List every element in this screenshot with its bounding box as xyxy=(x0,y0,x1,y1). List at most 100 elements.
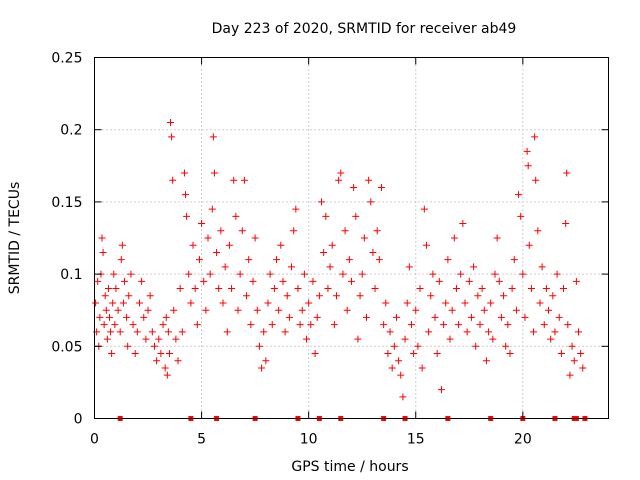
data-point xyxy=(135,299,143,307)
data-point xyxy=(249,277,257,285)
data-point xyxy=(204,234,212,242)
data-point xyxy=(198,220,206,228)
data-point xyxy=(176,285,184,293)
data-point xyxy=(107,328,115,336)
data-point xyxy=(189,241,197,249)
data-point xyxy=(448,306,456,314)
data-point xyxy=(172,335,180,343)
data-point xyxy=(365,176,373,184)
data-point xyxy=(397,371,405,379)
data-point xyxy=(407,321,415,329)
data-point xyxy=(206,270,214,278)
data-point xyxy=(350,183,358,191)
data-point xyxy=(493,234,501,242)
data-point xyxy=(243,292,251,300)
data-point xyxy=(148,328,156,336)
data-point xyxy=(467,313,475,321)
data-point xyxy=(223,328,231,336)
data-point xyxy=(98,234,106,242)
data-point xyxy=(470,263,478,271)
data-point xyxy=(527,285,535,293)
data-point xyxy=(427,292,435,300)
data-point xyxy=(392,313,400,321)
data-point xyxy=(251,234,259,242)
data-point xyxy=(183,212,191,220)
data-point xyxy=(219,299,227,307)
data-point xyxy=(542,285,550,293)
data-point xyxy=(399,393,407,401)
data-point xyxy=(294,285,302,293)
data-point xyxy=(110,270,118,278)
data-point xyxy=(504,321,512,329)
data-point xyxy=(437,386,445,394)
data-point xyxy=(117,256,125,264)
chart-title: Day 223 of 2020, SRMTID for receiver ab4… xyxy=(212,21,517,37)
data-point xyxy=(335,176,343,184)
data-point xyxy=(138,277,146,285)
data-point xyxy=(401,335,409,343)
data-point xyxy=(463,328,471,336)
data-point xyxy=(245,256,253,264)
data-point xyxy=(170,306,178,314)
data-point xyxy=(431,313,439,321)
data-point xyxy=(577,350,585,358)
x-tick-label: 10 xyxy=(300,432,318,448)
data-point xyxy=(230,176,238,184)
data-point xyxy=(405,263,413,271)
data-point xyxy=(116,328,124,336)
data-point xyxy=(324,285,332,293)
data-point xyxy=(187,299,195,307)
data-point xyxy=(307,321,315,329)
data-point xyxy=(168,133,176,141)
data-point xyxy=(281,328,289,336)
data-point xyxy=(380,321,388,329)
plot-frame xyxy=(94,57,609,419)
data-point xyxy=(348,277,355,285)
data-point xyxy=(476,321,484,329)
data-point xyxy=(566,371,574,379)
data-point xyxy=(485,328,493,336)
data-point xyxy=(111,321,119,329)
data-point xyxy=(562,220,570,228)
data-point xyxy=(414,342,422,350)
data-point xyxy=(125,292,133,300)
data-point xyxy=(530,328,538,336)
data-point xyxy=(270,285,278,293)
y-tick-label: 0.05 xyxy=(51,339,82,355)
data-point xyxy=(373,227,381,235)
data-point xyxy=(523,147,531,155)
data-point xyxy=(517,212,525,220)
data-point xyxy=(326,263,334,271)
data-point xyxy=(255,342,263,350)
data-point xyxy=(557,350,565,358)
data-point xyxy=(382,299,390,307)
data-point xyxy=(375,256,383,264)
data-point xyxy=(169,176,177,184)
data-point xyxy=(572,277,580,285)
data-point xyxy=(322,212,330,220)
data-point xyxy=(127,270,135,278)
data-point xyxy=(495,277,503,285)
data-point xyxy=(410,350,418,358)
data-point xyxy=(459,220,467,228)
data-point xyxy=(264,299,272,307)
data-point xyxy=(579,364,587,372)
data-point xyxy=(266,270,274,278)
data-point xyxy=(142,335,150,343)
x-tick-label: 5 xyxy=(197,432,206,448)
data-point xyxy=(228,285,236,293)
data-point xyxy=(536,299,544,307)
data-point xyxy=(275,306,283,314)
data-point xyxy=(386,328,394,336)
data-point xyxy=(247,321,255,329)
data-point xyxy=(525,241,533,249)
data-point xyxy=(150,342,158,350)
data-point xyxy=(560,285,568,293)
data-point xyxy=(352,212,360,220)
data-point xyxy=(512,306,520,314)
x-tick-label: 15 xyxy=(407,432,425,448)
data-point xyxy=(215,285,223,293)
data-point xyxy=(131,350,139,358)
data-point xyxy=(165,350,173,358)
data-point xyxy=(200,277,208,285)
